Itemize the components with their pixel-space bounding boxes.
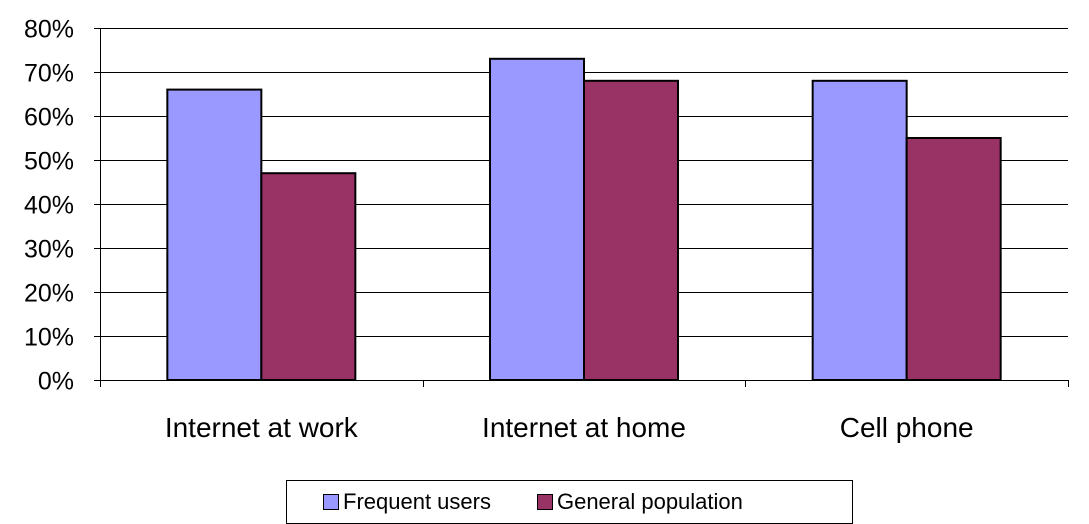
y-tick-label: 30%	[24, 236, 74, 264]
y-tick-label: 70%	[24, 60, 74, 88]
y-tick-label: 40%	[24, 192, 74, 220]
legend-label-general-population: General population	[556, 489, 743, 514]
y-tick-label: 80%	[24, 16, 74, 44]
bar-frequent-users	[166, 88, 263, 381]
bar-general-population	[260, 172, 357, 381]
y-tick-label: 60%	[24, 104, 74, 132]
x-category-label: Cell phone	[840, 412, 974, 443]
bars	[166, 57, 1002, 382]
legend: Frequent users General population	[286, 480, 853, 524]
legend-label-frequent-users: Frequent users	[343, 489, 491, 514]
legend-swatch-frequent-users	[323, 494, 339, 510]
y-tick-label: 20%	[24, 280, 74, 308]
bar-frequent-users	[811, 79, 908, 382]
legend-item-frequent-users: Frequent users	[323, 489, 491, 515]
legend-swatch-general-population	[536, 494, 553, 510]
x-axis-category-labels: Internet at work Internet at home Cell pho…	[165, 412, 974, 443]
bar-general-population	[905, 137, 1002, 381]
bar-general-population	[583, 79, 679, 382]
axes	[94, 28, 1069, 387]
legend-item-general-population: General population	[536, 489, 743, 515]
bar-frequent-users	[489, 57, 585, 382]
y-tick-label: 10%	[24, 324, 74, 352]
y-tick-label: 0%	[38, 368, 74, 396]
x-category-label: Internet at work	[165, 412, 359, 443]
x-category-label: Internet at home	[482, 412, 686, 443]
y-tick-label: 50%	[24, 148, 74, 176]
y-axis-tick-labels: 0% 10% 20% 30% 40% 50% 60% 70% 80%	[24, 16, 74, 396]
